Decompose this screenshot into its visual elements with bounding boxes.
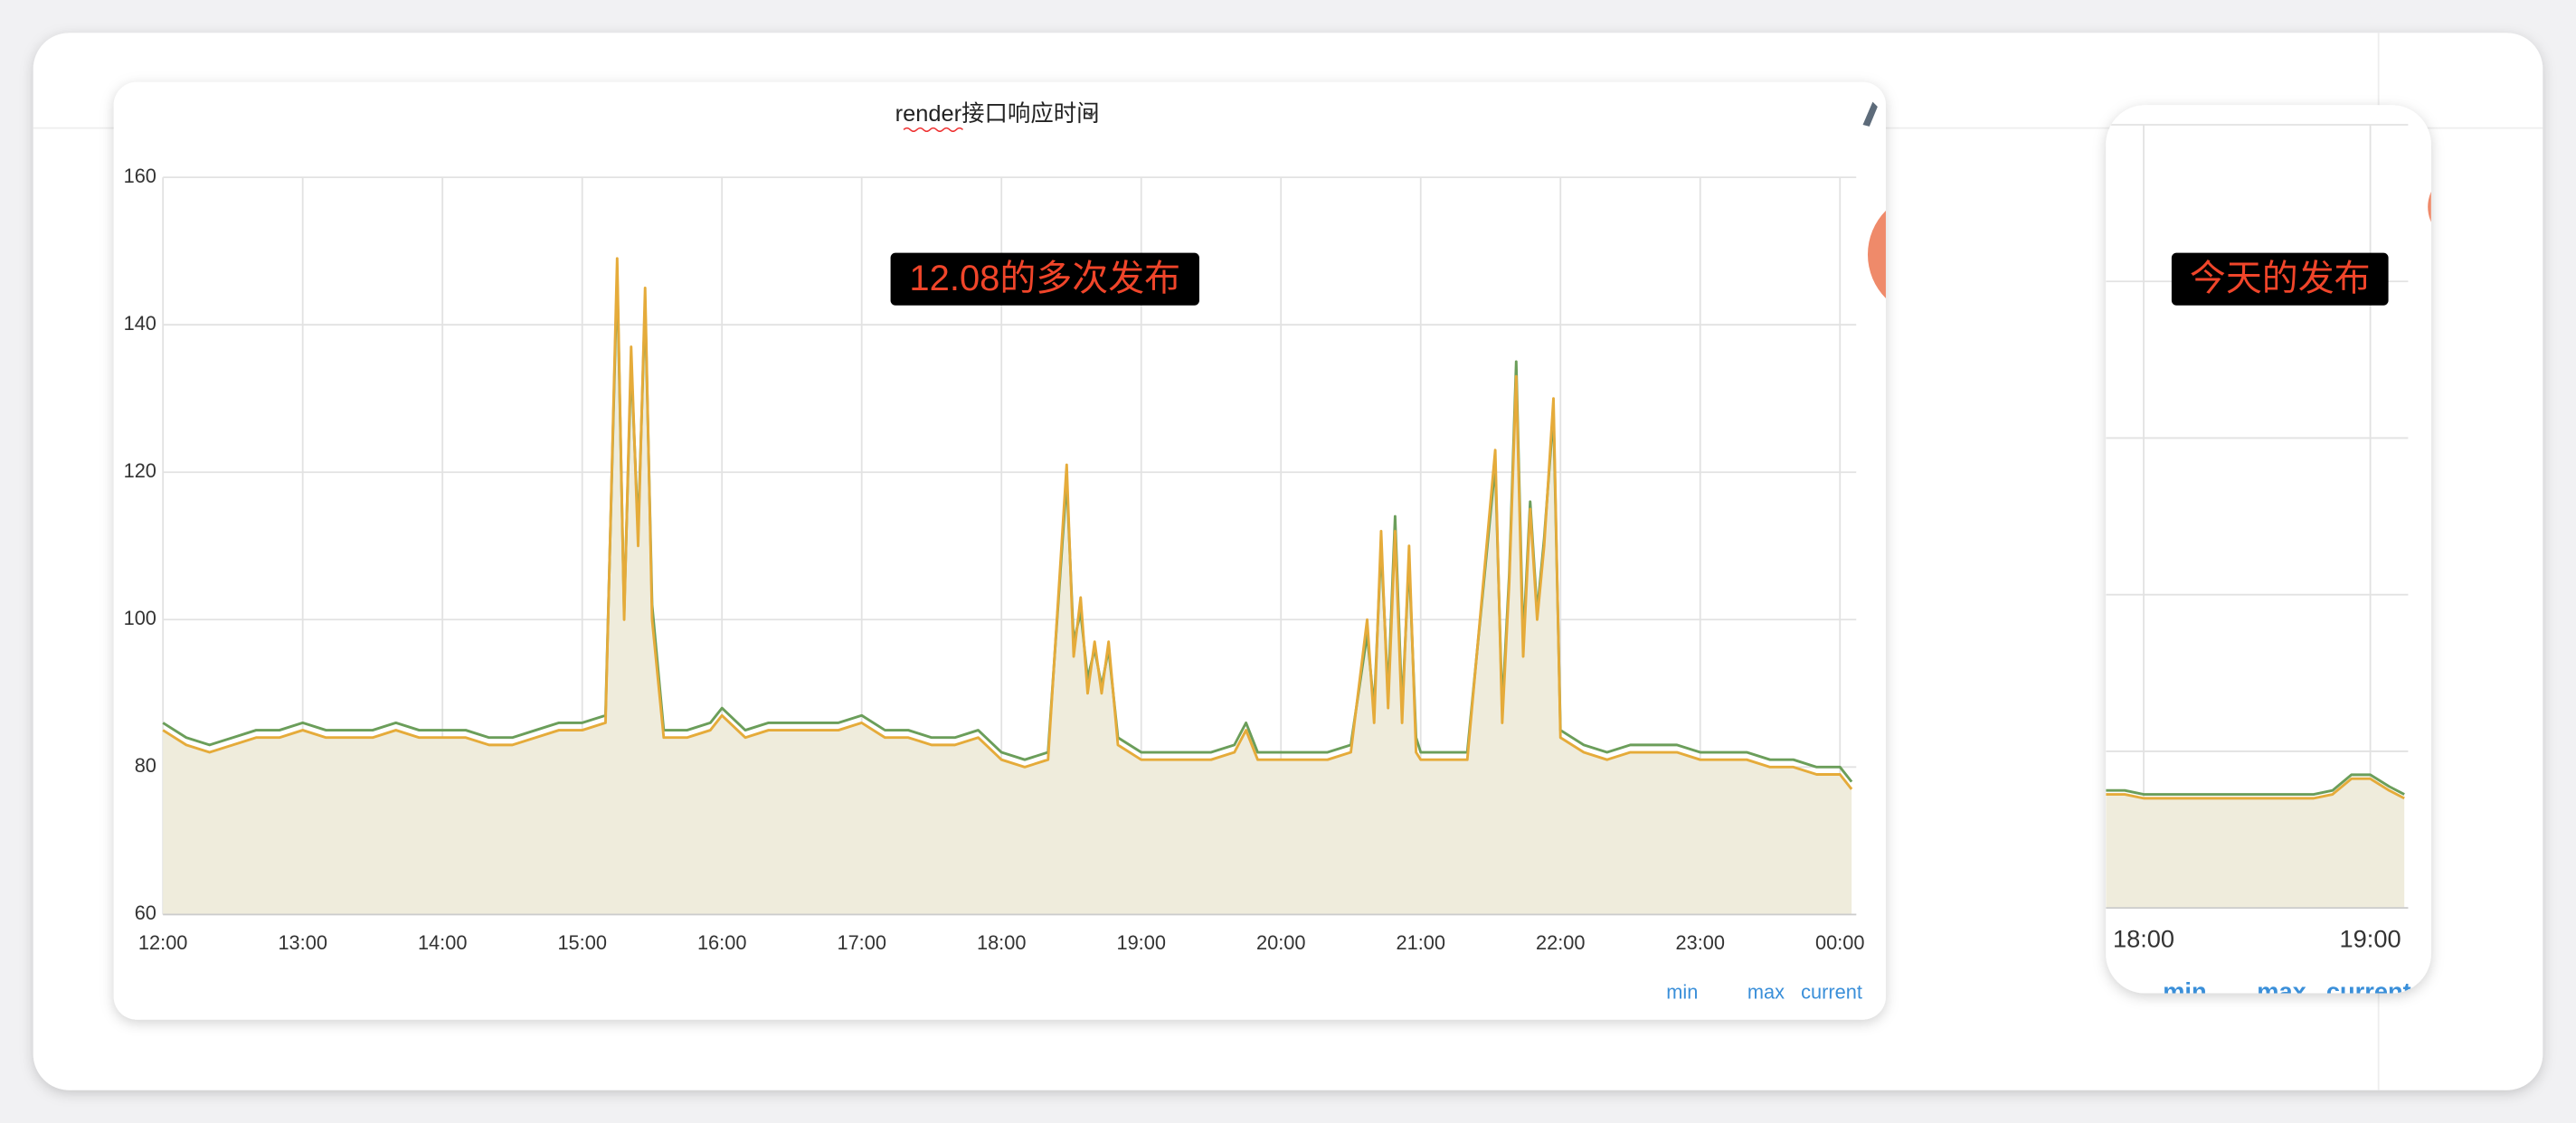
annotation-bg bbox=[2171, 252, 2389, 306]
x-tick-label: 19:00 bbox=[2340, 925, 2401, 953]
x-tick-label: 12:00 bbox=[138, 931, 187, 954]
series-line bbox=[2106, 777, 2405, 800]
x-tick-label: 20:00 bbox=[1256, 931, 1305, 954]
x-tick-label: 00:00 bbox=[1815, 931, 1864, 954]
x-tick-label: 18:00 bbox=[977, 931, 1026, 954]
x-tick-label: 21:00 bbox=[1396, 931, 1444, 954]
annotation-bg bbox=[890, 252, 1199, 306]
legend-column: min bbox=[2163, 977, 2206, 1005]
panel-icon[interactable] bbox=[1862, 101, 1878, 127]
y-tick-label: 60 bbox=[135, 901, 156, 924]
legend-column: current bbox=[1801, 980, 1862, 1003]
panel-bg bbox=[2106, 105, 2431, 994]
legend-column: min bbox=[1666, 980, 1698, 1003]
x-tick-label: 17:00 bbox=[837, 931, 886, 954]
series-line bbox=[162, 257, 1853, 790]
legend-column: max bbox=[1747, 980, 1785, 1003]
x-tick-label: 15:00 bbox=[557, 931, 606, 954]
x-tick-label: 16:00 bbox=[697, 931, 746, 954]
x-tick-label: 18:00 bbox=[2113, 925, 2174, 953]
y-tick-label: 140 bbox=[124, 312, 156, 335]
spell-underline bbox=[903, 127, 963, 132]
y-tick-label: 120 bbox=[124, 459, 156, 482]
legend-column: max bbox=[2257, 977, 2306, 1005]
x-tick-label: 23:00 bbox=[1675, 931, 1724, 954]
y-tick-label: 160 bbox=[124, 165, 156, 187]
x-tick-label: 13:00 bbox=[278, 931, 327, 954]
area bbox=[163, 258, 1852, 915]
x-tick-label: 19:00 bbox=[1116, 931, 1165, 954]
panel-title[interactable]: render接口响应时间 bbox=[895, 101, 1100, 127]
dropdown-caret[interactable] bbox=[1085, 110, 1097, 118]
y-tick-label: 100 bbox=[124, 607, 156, 629]
area bbox=[2106, 779, 2405, 909]
y-tick-label: 80 bbox=[135, 754, 156, 777]
annotation: 今天的发布 bbox=[2190, 259, 2371, 298]
x-tick-label: 22:00 bbox=[1536, 931, 1585, 954]
annotation: 12.08的多次发布 bbox=[909, 259, 1180, 298]
series-line bbox=[2106, 773, 2405, 796]
legend-column: current bbox=[2326, 977, 2411, 1005]
panel-phone: 18:00 19:00 今天的发布 min max current bbox=[2106, 105, 2431, 1005]
panel-main: 60 80 100 120 140 160 12:00 13:00 14:00 15:00 16:0… bbox=[113, 81, 1886, 1020]
x-tick-label: 14:00 bbox=[418, 931, 467, 954]
